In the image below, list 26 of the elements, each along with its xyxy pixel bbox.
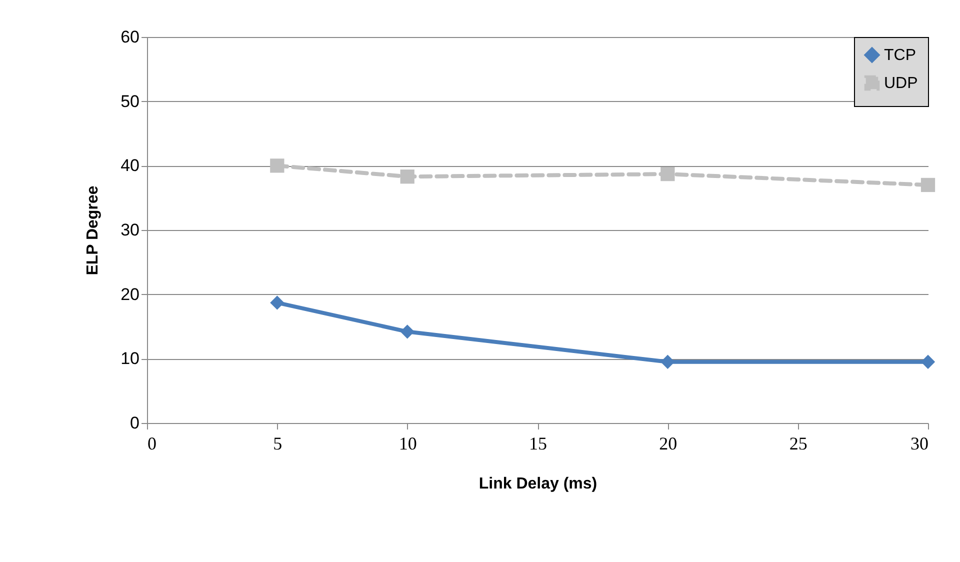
x-tick-label: 5 xyxy=(273,434,282,454)
x-tick-label: 20 xyxy=(659,434,678,454)
x-tick-label: 25 xyxy=(789,434,808,454)
legend-label: UDP xyxy=(884,75,918,92)
point xyxy=(660,166,675,182)
x-tick-label: 15 xyxy=(529,434,547,454)
y-tick-label: 20 xyxy=(120,284,140,304)
x-tick-label: 30 xyxy=(910,434,928,454)
y-tick-label: 0 xyxy=(130,414,140,432)
point xyxy=(270,296,284,310)
y-axis-title: ELP Degree xyxy=(84,186,102,276)
point xyxy=(400,170,414,184)
x-tick-label: 10 xyxy=(398,434,417,454)
point xyxy=(660,354,675,369)
y-tick-label: 10 xyxy=(120,349,140,368)
legend-label: TCP xyxy=(884,47,916,64)
y-tick-label: 40 xyxy=(120,156,140,176)
point xyxy=(400,324,414,339)
y-tick-label: 30 xyxy=(120,220,140,240)
y-tick-label: 60 xyxy=(120,28,140,46)
x-tick-label: 0 xyxy=(148,434,156,454)
x-axis-title: Link Delay (ms) xyxy=(478,476,598,492)
y-tick-label: 50 xyxy=(120,92,140,111)
point xyxy=(920,354,936,369)
point xyxy=(270,158,284,173)
point xyxy=(920,178,936,192)
